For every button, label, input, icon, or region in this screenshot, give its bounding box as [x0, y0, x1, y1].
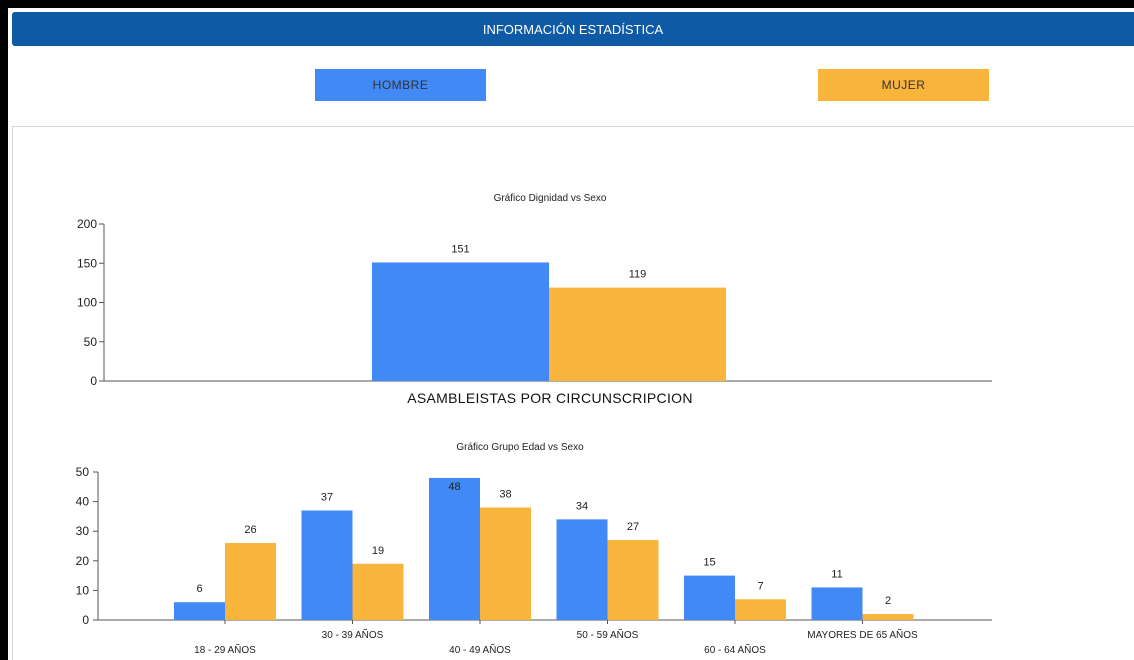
chart2-x-tick-label: MAYORES DE 65 AÑOS [807, 628, 918, 641]
chart2-bar-mujer [352, 563, 404, 620]
legend-hombre-label: HOMBRE [372, 78, 429, 92]
chart1-bar-mujer [549, 287, 726, 381]
chart2-data-label: 38 [499, 489, 511, 501]
chart1-y-tick-label: 50 [84, 335, 98, 349]
chart2-data-label: 6 [196, 583, 202, 595]
legend-mujer-label: MUJER [881, 78, 926, 92]
chart2-data-label: 26 [244, 524, 256, 536]
chart2-data-label: 15 [703, 557, 715, 569]
chart2-y-tick-label: 40 [76, 495, 90, 509]
chart1-data-label: 119 [629, 269, 647, 281]
chart2-x-tick-label: 40 - 49 AÑOS [449, 643, 511, 656]
chart2-y-tick-label: 0 [82, 613, 89, 627]
window-frame-left [0, 0, 8, 660]
chart2-data-label: 2 [885, 595, 891, 607]
chart2-x-tick-label: 18 - 29 AÑOS [194, 643, 256, 656]
chart2-bar-hombre [429, 477, 480, 620]
chart1-bar-hombre [372, 262, 549, 381]
chart2-y-tick-label: 20 [76, 554, 90, 568]
chart2-bar-hombre [301, 510, 353, 620]
chart2-data-label: 48 [448, 481, 460, 493]
header-bar: INFORMACIÓN ESTADÍSTICA [12, 12, 1134, 46]
chart1-y-tick-label: 0 [90, 374, 97, 388]
chart2-y-tick-label: 30 [76, 524, 90, 538]
chart2-x-tick-label: 50 - 59 AÑOS [577, 628, 639, 641]
chart2-bar-mujer [735, 599, 786, 620]
chart2-data-label: 27 [627, 521, 639, 533]
chart2-data-label: 19 [372, 545, 384, 557]
chart1-y-tick-label: 100 [77, 296, 97, 310]
legend-mujer-button[interactable]: MUJER [818, 69, 989, 101]
window-frame-top [0, 0, 1134, 8]
content-left-border [12, 126, 13, 660]
chart2-y-tick-label: 50 [76, 465, 90, 479]
chart1-y-tick-label: 150 [77, 256, 97, 270]
chart2-x-tick-label: 60 - 64 AÑOS [704, 643, 766, 656]
legend-hombre-button[interactable]: HOMBRE [315, 69, 486, 101]
chart1-title: Gráfico Dignidad vs Sexo [493, 193, 607, 204]
chart2-bar-hombre [684, 575, 735, 620]
chart1-xlabel: ASAMBLEISTAS POR CIRCUNSCRIPCION [407, 390, 693, 406]
chart2-bar-mujer [480, 507, 531, 620]
chart2-bar-hombre [811, 587, 863, 620]
chart2-bar-mujer [225, 543, 276, 620]
chart2-title: Gráfico Grupo Edad vs Sexo [456, 442, 584, 453]
chart2-bar-hombre [556, 519, 608, 620]
chart1-y-tick-label: 200 [77, 217, 97, 231]
chart2-x-tick-label: 30 - 39 AÑOS [322, 628, 384, 641]
chart1-data-label: 151 [451, 243, 469, 255]
chart2-bar-mujer [862, 614, 914, 620]
header-title: INFORMACIÓN ESTADÍSTICA [482, 21, 664, 37]
content-divider [12, 126, 1134, 127]
chart2-bar-hombre [174, 602, 225, 620]
chart2-data-label: 34 [576, 500, 588, 512]
chart2-y-tick-label: 10 [76, 583, 90, 597]
chart2-bar-mujer [607, 540, 659, 620]
chart2-data-label: 7 [757, 580, 763, 592]
chart2-data-label: 11 [831, 568, 842, 580]
chart2-data-label: 37 [321, 491, 333, 503]
